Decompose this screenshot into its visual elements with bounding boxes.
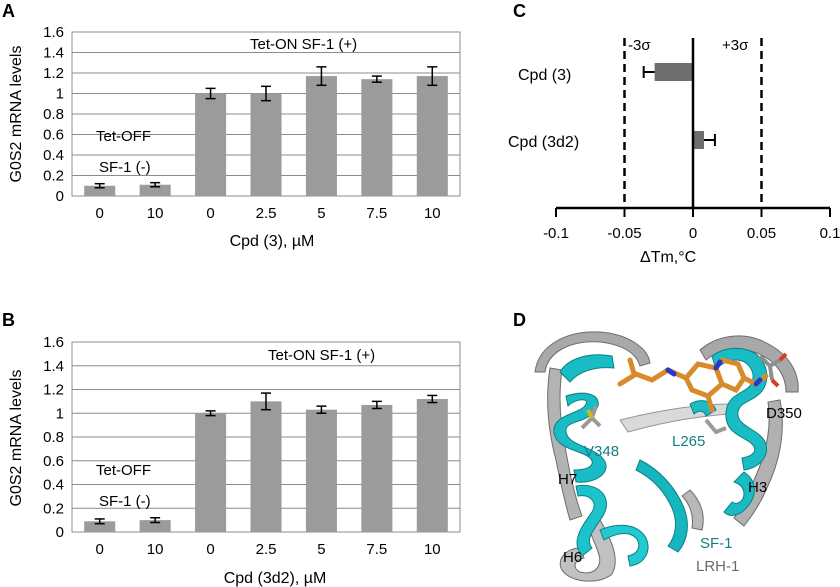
chart-a-bars (84, 66, 448, 196)
chart-b-xtick-label: 5 (317, 541, 325, 558)
chart-a-xtick-label: 2.5 (256, 205, 277, 222)
chart-c-xlabel-unit: °C (678, 249, 696, 266)
chart-b-ytick-label: 1.4 (43, 358, 64, 375)
chart-b-bars (84, 392, 448, 532)
chart-a-bar (250, 93, 282, 196)
chart-b-bar (361, 404, 393, 532)
chart-b-xtick-label: 10 (147, 541, 164, 558)
chart-c-bar (654, 63, 693, 81)
chart-c-xtick-label: -0.1 (543, 225, 569, 242)
chart-b-ytick-label: 0 (56, 524, 64, 541)
chart-b-tet-on-note: Tet-ON SF-1 (+) (268, 347, 375, 364)
chart-a-xlabel: Cpd (3), µM (230, 233, 315, 250)
chart-b-bar (250, 401, 282, 532)
chart-a-bar (305, 76, 337, 196)
chart-c-xtick-label: 0.05 (747, 225, 776, 242)
chart-a-tet-on-note: Tet-ON SF-1 (+) (250, 36, 357, 53)
chart-b: 0 0.2 0.4 0.6 0.8 1 1.2 1.4 1.6 0 10 0 2.5 5 7.5 10 Cpd… (8, 334, 461, 587)
chart-b-ytick-label: 0.6 (43, 453, 64, 470)
chart-c-minus-3sigma-label: -3σ (628, 37, 651, 54)
chart-b-ytick-label: 0.8 (43, 429, 64, 446)
chart-b-xlabel: Cpd (3d2), µM (224, 570, 327, 587)
chart-c-xlabel: ΔTm,°C (640, 249, 696, 266)
chart-b-bar (416, 399, 448, 532)
panel-label-a: A (2, 1, 15, 21)
chart-b-bar (139, 520, 171, 532)
chart-b-xtick-label: 0 (206, 541, 214, 558)
chart-a-xtick-label: 10 (424, 205, 441, 222)
chart-c-category-cpd3d2: Cpd (3d2) (508, 134, 579, 151)
chart-a-ytick-label: 1.2 (43, 65, 64, 82)
chart-b-bar (305, 409, 337, 532)
chart-b-xtick-label: 0 (96, 541, 104, 558)
chart-b-ytick-label: 1 (56, 405, 64, 422)
chart-a-sf1-minus-note: SF-1 (-) (99, 159, 151, 176)
panel-label-c: C (513, 1, 526, 21)
chart-c-threshold-lines (623, 38, 763, 208)
chart-a-ytick-label: 1 (56, 86, 64, 103)
chart-a-ytick-label: 0.2 (43, 168, 64, 185)
chart-c-category-cpd3: Cpd (3) (518, 67, 571, 84)
chart-b-ytick-label: 0.4 (43, 477, 64, 494)
chart-a-ylabel: G0S2 mRNA levels (8, 46, 25, 183)
structure-label-l265: L265 (672, 433, 705, 450)
structure-label-v348: V348 (584, 443, 619, 460)
chart-c-ticks: -0.1 -0.05 0 0.05 0.1 (543, 38, 840, 242)
chart-a-bar (139, 184, 171, 196)
chart-a: 0 0.2 0.4 0.6 0.8 1 1.2 1.4 1.6 0 10 0 2.5 5 7.5 10 Cpd… (8, 24, 461, 250)
chart-a-ytick-label: 0.4 (43, 147, 64, 164)
chart-b-sf1-minus-note: SF-1 (-) (99, 493, 151, 510)
chart-a-ytick-label: 1.6 (43, 24, 64, 41)
chart-a-bar (361, 79, 393, 196)
chart-a-bar (84, 185, 116, 196)
chart-b-ylabel: G0S2 mRNA levels (8, 370, 25, 507)
panel-label-b: B (2, 310, 15, 330)
chart-b-tet-off-note: Tet-OFF (96, 462, 151, 479)
chart-a-ytick-label: 0.6 (43, 127, 64, 144)
chart-c-xtick-label: 0.1 (820, 225, 840, 242)
chart-b-ytick-label: 0.2 (43, 500, 64, 517)
chart-a-xtick-label: 0 (96, 205, 104, 222)
chart-a-xtick-label: 10 (147, 205, 164, 222)
chart-a-ytick-label: 0 (56, 188, 64, 205)
chart-c-plus-3sigma-label: +3σ (722, 37, 749, 54)
chart-a-xtick-label: 5 (317, 205, 325, 222)
structure-legend-sf1: SF-1 (700, 535, 733, 552)
panel-label-d: D (513, 310, 526, 330)
chart-b-xtick-label: 10 (424, 541, 441, 558)
chart-a-ytick-label: 1.4 (43, 45, 64, 62)
chart-b-ytick-label: 1.6 (43, 334, 64, 351)
chart-b-ytick-label: 1.2 (43, 382, 64, 399)
chart-a-xtick-label: 0 (206, 205, 214, 222)
chart-a-ytick-label: 0.8 (43, 106, 64, 123)
protein-structure-image: V348 L265 D350 H7 H3 H6 SF-1 LRH-1 (534, 331, 802, 582)
chart-b-xtick-label: 7.5 (366, 541, 387, 558)
chart-a-tet-off-note: Tet-OFF (96, 128, 151, 145)
structure-label-h3: H3 (748, 479, 767, 496)
chart-c-bar (693, 131, 704, 149)
structure-label-h7: H7 (558, 471, 577, 488)
chart-c: -0.1 -0.05 0 0.05 0.1 Cpd (3) Cpd (3d2) -3σ … (508, 37, 840, 266)
chart-b-bar (195, 413, 227, 532)
structure-label-d350: D350 (766, 405, 802, 422)
chart-b-ticks: 0 0.2 0.4 0.6 0.8 1 1.2 1.4 1.6 0 10 0 2.5 5 7.5 10 (43, 334, 440, 558)
structure-label-h6: H6 (563, 549, 582, 566)
chart-a-bar (416, 76, 448, 196)
structure-legend-lrh1: LRH-1 (696, 558, 739, 575)
chart-b-xtick-label: 2.5 (256, 541, 277, 558)
chart-a-ticks: 0 0.2 0.4 0.6 0.8 1 1.2 1.4 1.6 0 10 0 2.5 5 7.5 10 (43, 24, 440, 222)
chart-c-xtick-label: -0.05 (607, 225, 641, 242)
chart-a-bar (195, 93, 227, 196)
chart-b-bar (84, 521, 116, 532)
chart-a-xtick-label: 7.5 (366, 205, 387, 222)
chart-c-bars (642, 63, 716, 149)
chart-c-xtick-label: 0 (689, 225, 697, 242)
